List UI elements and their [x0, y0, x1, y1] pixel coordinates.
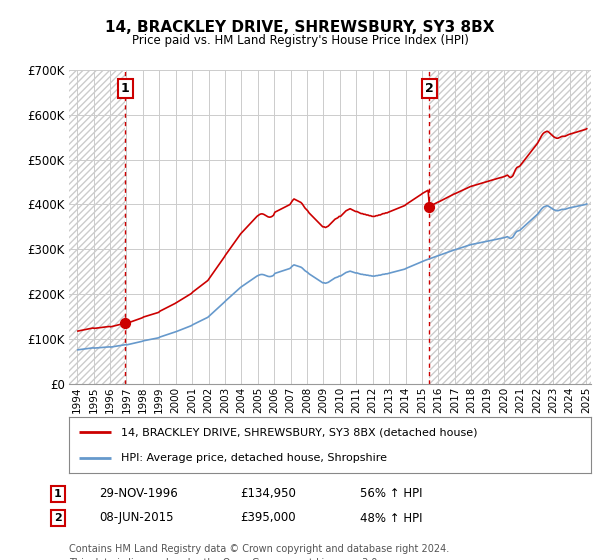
Text: 2: 2 [54, 513, 62, 523]
Bar [69, 70, 125, 384]
Bar [429, 70, 594, 384]
Text: 08-JUN-2015: 08-JUN-2015 [99, 511, 173, 525]
Text: £395,000: £395,000 [240, 511, 296, 525]
Text: Contains HM Land Registry data © Crown copyright and database right 2024.
This d: Contains HM Land Registry data © Crown c… [69, 544, 449, 560]
Text: 48% ↑ HPI: 48% ↑ HPI [360, 511, 422, 525]
Point [121, 319, 130, 328]
Text: 29-NOV-1996: 29-NOV-1996 [99, 487, 178, 501]
Text: 1: 1 [121, 82, 130, 95]
Bar [69, 70, 125, 384]
Text: 56% ↑ HPI: 56% ↑ HPI [360, 487, 422, 501]
Text: 14, BRACKLEY DRIVE, SHREWSBURY, SY3 8BX (detached house): 14, BRACKLEY DRIVE, SHREWSBURY, SY3 8BX … [121, 427, 478, 437]
Text: 2: 2 [425, 82, 434, 95]
Point [424, 202, 434, 211]
Bar [429, 70, 594, 384]
Text: Price paid vs. HM Land Registry's House Price Index (HPI): Price paid vs. HM Land Registry's House … [131, 34, 469, 46]
Text: 14, BRACKLEY DRIVE, SHREWSBURY, SY3 8BX: 14, BRACKLEY DRIVE, SHREWSBURY, SY3 8BX [105, 20, 495, 35]
Text: £134,950: £134,950 [240, 487, 296, 501]
Text: HPI: Average price, detached house, Shropshire: HPI: Average price, detached house, Shro… [121, 453, 387, 463]
Text: 1: 1 [54, 489, 62, 499]
